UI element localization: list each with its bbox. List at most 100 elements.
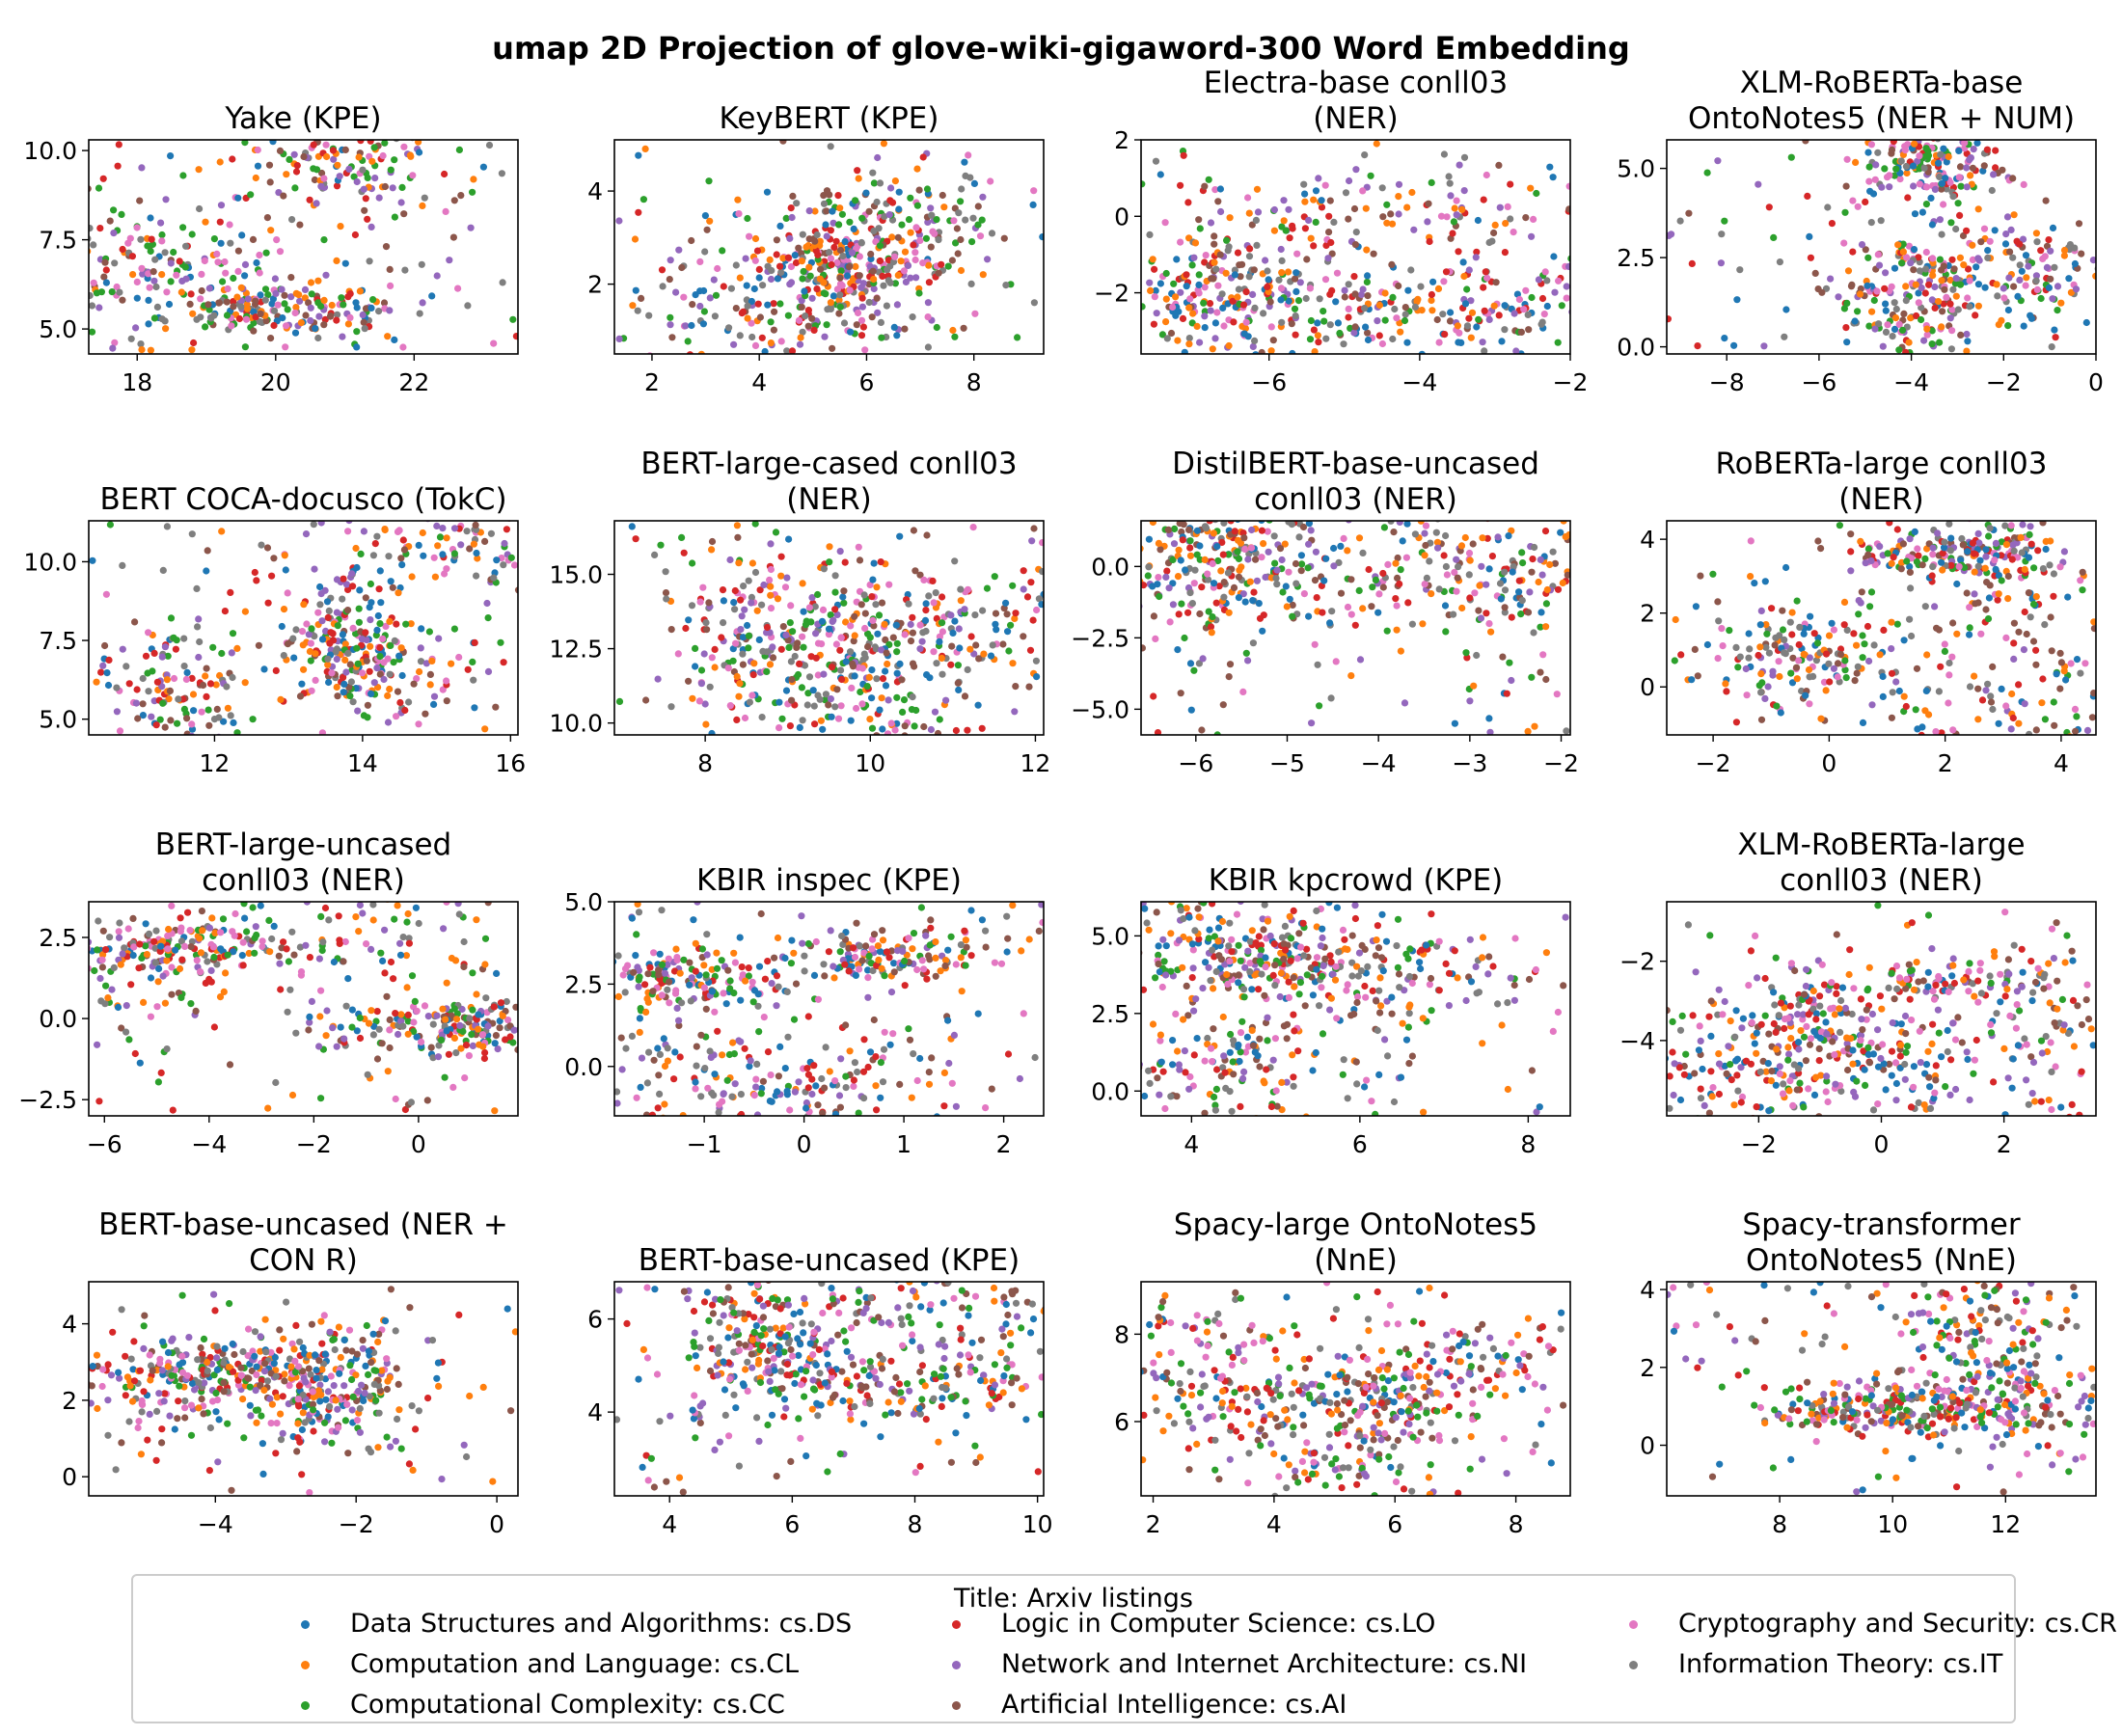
scatter-point (1835, 293, 1842, 301)
scatter-point (1992, 565, 2000, 574)
scatter-point (892, 621, 900, 629)
scatter-point (1903, 169, 1911, 177)
scatter-point (2019, 521, 2027, 529)
scatter-point (180, 663, 188, 670)
scatter-point (155, 964, 163, 973)
scatter-point (177, 288, 185, 296)
scatter-point (1453, 556, 1460, 563)
scatter-point (1301, 190, 1309, 198)
scatter-point (788, 675, 796, 684)
scatter-point (782, 631, 790, 639)
scatter-point (1943, 158, 1950, 166)
scatter-point (1872, 161, 1880, 169)
scatter-point (746, 232, 753, 240)
scatter-point (198, 708, 205, 716)
scatter-point (726, 556, 734, 564)
scatter-point (833, 258, 841, 266)
scatter-point (1265, 548, 1272, 556)
scatter-point (1062, 593, 1069, 600)
scatter-point (850, 225, 857, 232)
scatter-point (870, 179, 879, 187)
scatter-point (836, 280, 845, 287)
scatter-point (2051, 263, 2058, 271)
scatter-point (1181, 348, 1188, 354)
y-tick-label: 2.5 (1617, 244, 1655, 272)
scatter-point (1925, 281, 1933, 288)
scatter-point (865, 207, 873, 215)
scatter-point (631, 235, 639, 243)
scatter-point (150, 314, 158, 322)
scatter-point (188, 725, 197, 733)
scatter-point (927, 725, 936, 734)
scatter-point (896, 660, 904, 668)
scatter-point (1326, 619, 1334, 627)
scatter-point (381, 526, 389, 534)
scatter-point (364, 714, 371, 721)
scatter-point (1864, 545, 1872, 553)
scatter-point (283, 171, 290, 178)
scatter-point (206, 680, 215, 688)
scatter-point (1320, 317, 1328, 325)
scatter-point (89, 234, 92, 242)
scatter-point (784, 312, 793, 319)
scatter-point (682, 624, 690, 633)
scatter-point (1980, 225, 1989, 232)
scatter-point (2021, 700, 2028, 708)
scatter-point (1351, 241, 1359, 249)
scatter-point (865, 673, 873, 682)
scatter-point (854, 167, 861, 175)
scatter-point (1304, 564, 1312, 572)
scatter-point (203, 692, 210, 701)
scatter-point (2043, 263, 2051, 271)
scatter-point (221, 608, 229, 615)
scatter-point (909, 313, 916, 321)
scatter-point (2079, 568, 2086, 576)
scatter-point (121, 944, 128, 952)
scatter-point (339, 333, 346, 340)
scatter-point (2099, 283, 2106, 289)
scatter-point (1270, 532, 1278, 540)
scatter-point (738, 612, 746, 620)
scatter-point (778, 766, 785, 773)
scatter-point (685, 677, 693, 685)
scatter-point (883, 649, 890, 657)
scatter-point (1923, 331, 1931, 339)
scatter-point (700, 650, 708, 658)
scatter-point (2065, 275, 2073, 283)
scatter-point (443, 979, 450, 987)
scatter-point (292, 168, 301, 176)
scatter-point (748, 559, 757, 567)
scatter-point (205, 285, 213, 292)
scatter-point (386, 307, 394, 314)
scatter-point (1032, 657, 1040, 665)
scatter-point (1501, 609, 1509, 616)
scatter-point (1703, 640, 1711, 649)
scatter-point (1481, 347, 1488, 354)
scatter-point (1244, 657, 1252, 665)
scatter-point (1974, 255, 1982, 262)
scatter-point (1964, 338, 1972, 345)
scatter-point (889, 634, 897, 641)
scatter-point (1508, 527, 1515, 534)
scatter-point (151, 256, 159, 263)
scatter-point (2100, 255, 2107, 261)
scatter-point (1929, 551, 1937, 558)
scatter-point (1893, 620, 1901, 628)
scatter-point (471, 638, 478, 647)
scatter-point (1288, 320, 1295, 328)
scatter-point (115, 141, 122, 149)
scatter-point (391, 637, 398, 645)
scatter-point (1359, 187, 1367, 195)
scatter-point (987, 652, 995, 660)
scatter-point (354, 707, 362, 715)
scatter-point (339, 595, 346, 603)
scatter-point (1841, 666, 1849, 674)
scatter-point (987, 177, 994, 185)
scatter-point (881, 212, 888, 221)
scatter-point (883, 302, 891, 310)
scatter-point (842, 658, 850, 665)
scatter-point (1217, 567, 1225, 575)
scatter-point (662, 568, 669, 576)
scatter-point (975, 655, 983, 663)
